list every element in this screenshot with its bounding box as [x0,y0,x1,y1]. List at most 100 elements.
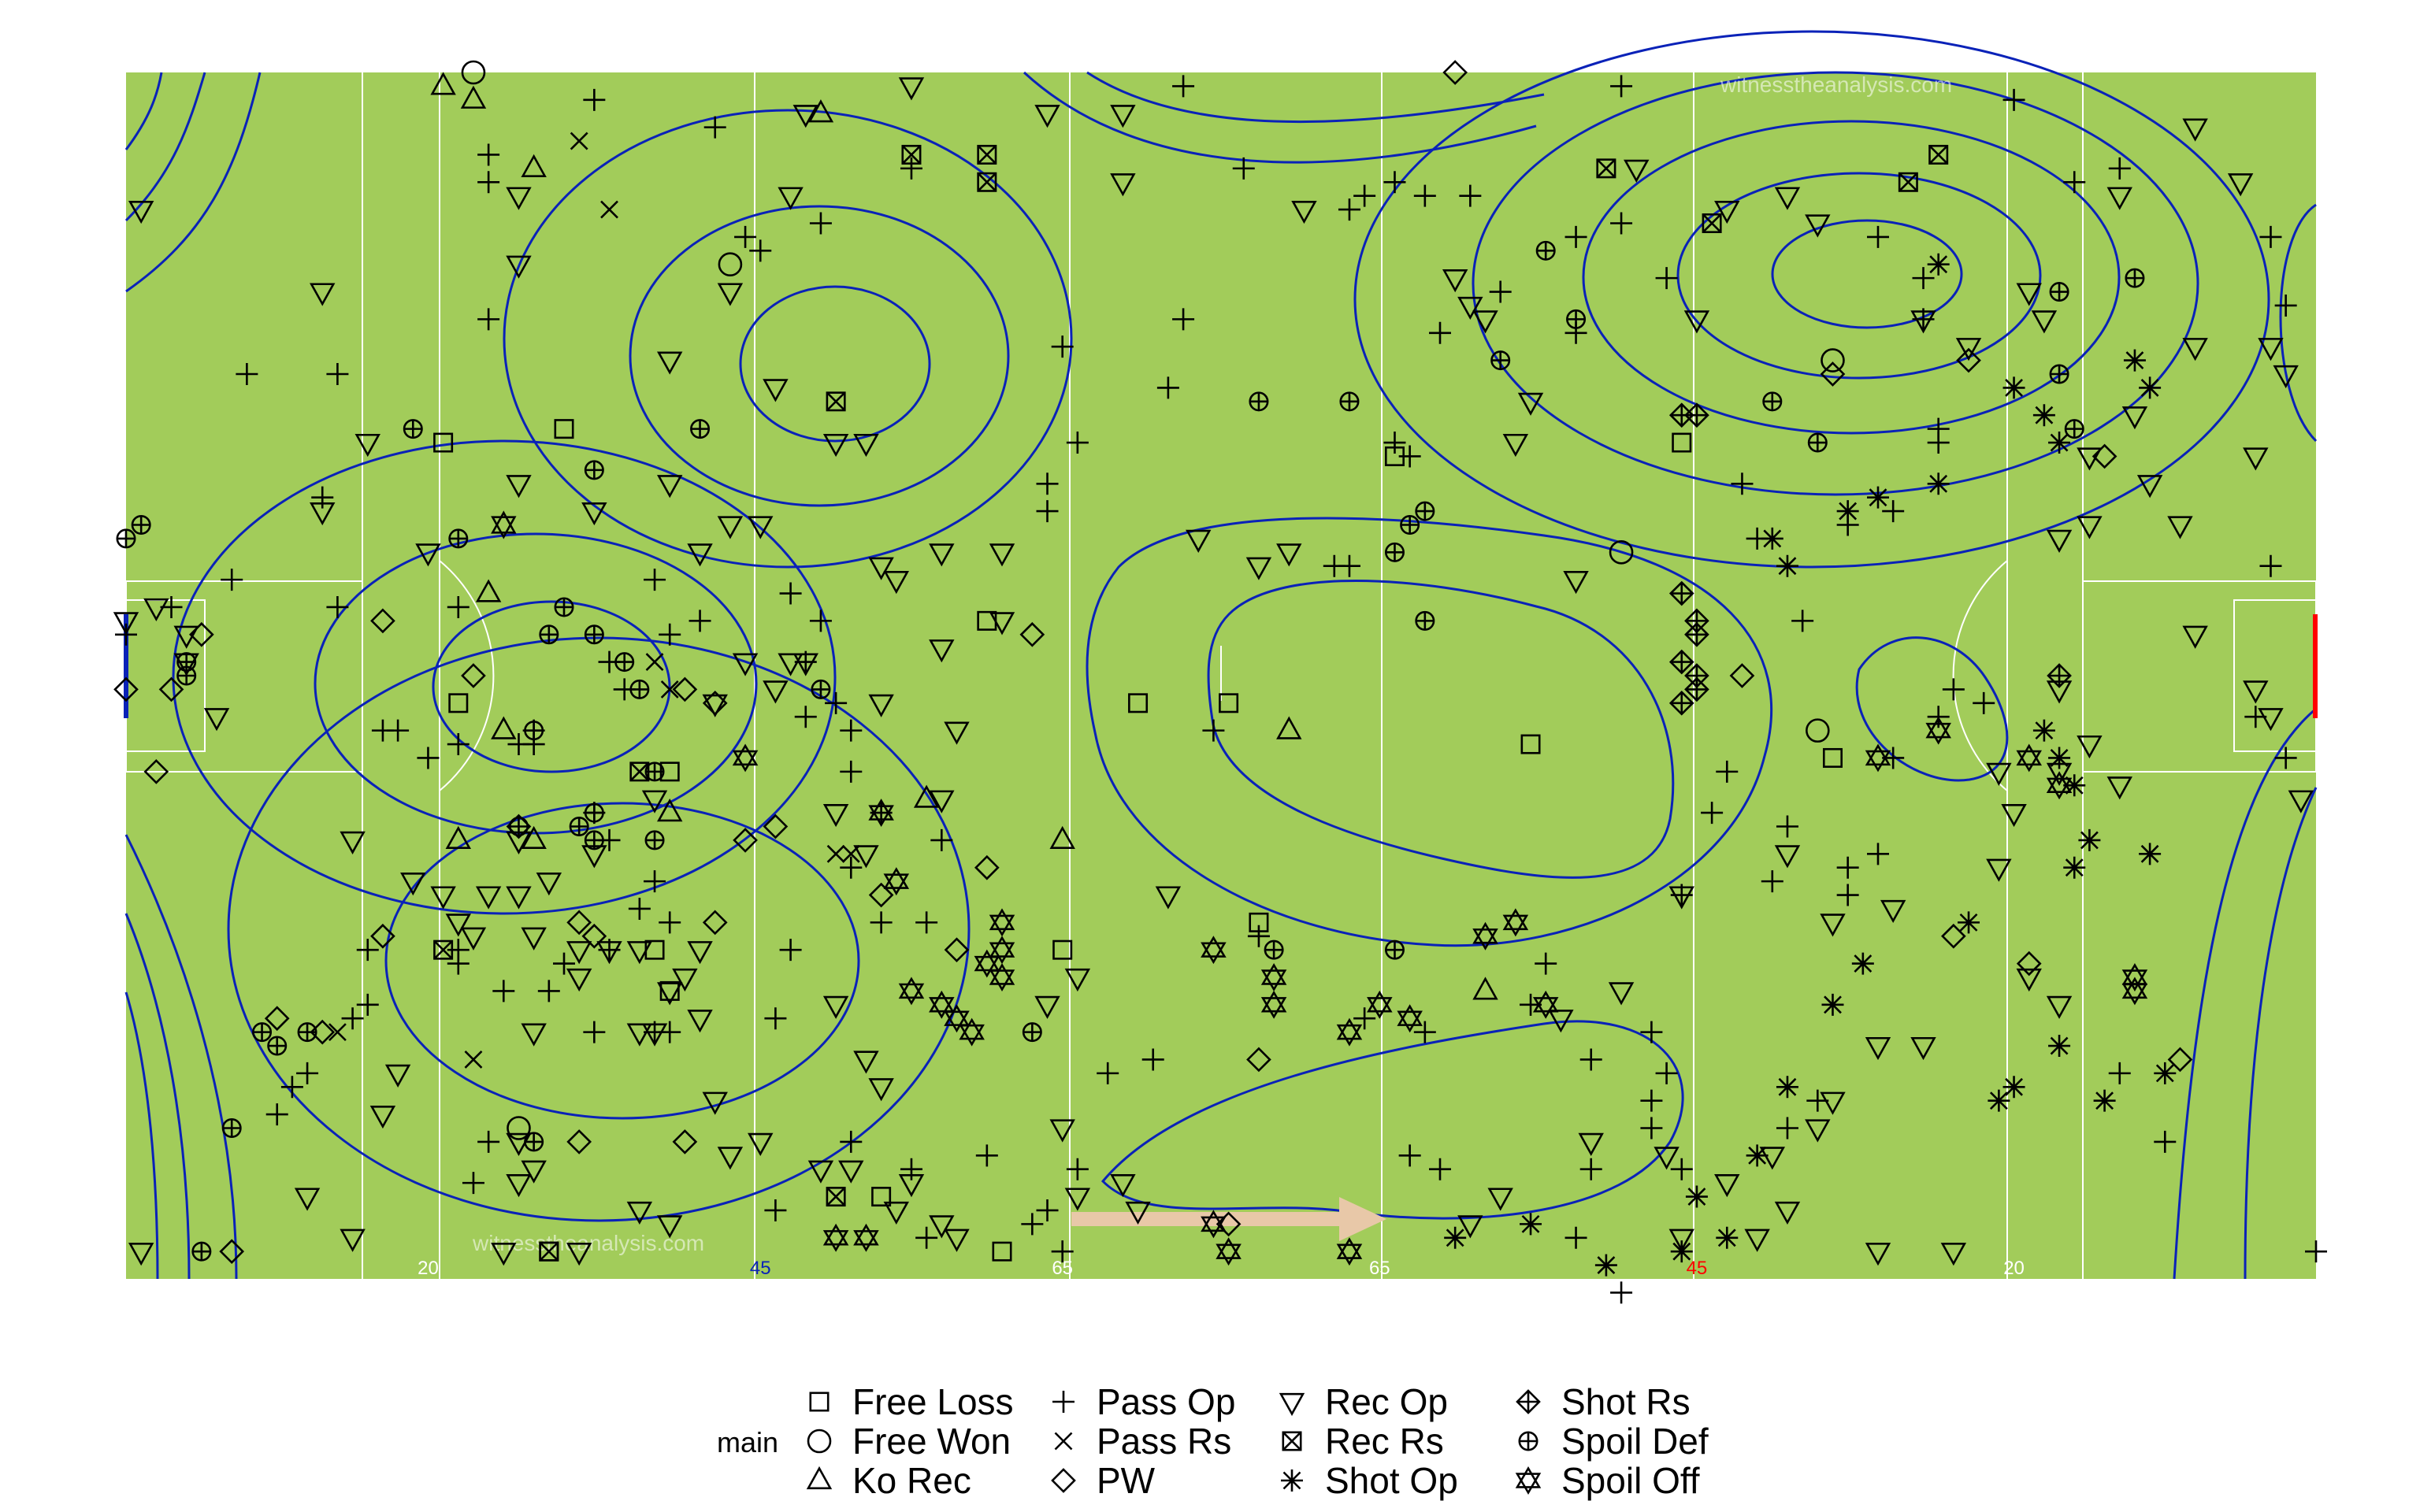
marker-ko-rec [491,510,517,534]
marker-shot-op [2048,1035,2071,1058]
marker-rec-op [2001,803,2027,828]
marker-spoil-def [267,1036,288,1056]
marker-pass-op [764,1199,787,1221]
marker-rec-op [445,914,472,937]
marker-pass-op [1564,225,1587,248]
marker-spoil-def [524,721,544,741]
marker-rec-op [566,941,592,965]
marker-pass-op [689,610,711,632]
marker-spoil-off [732,743,759,773]
marker-rec-rs [977,172,997,192]
marker-pass-op [1942,678,1965,701]
marker-pw [1820,361,1846,387]
legend-key-pass-op [1052,1391,1075,1413]
marker-rec-op [898,77,925,101]
marker-pass-op [265,1103,288,1126]
marker-shot-rs [1668,580,1694,606]
marker-spoil-off [1336,1017,1363,1047]
marker-rec-op [1714,1174,1740,1198]
marker-spoil-off [1260,990,1287,1019]
marker-pw [2167,1047,2193,1073]
marker-pass-op [1579,1048,1602,1071]
marker-spoil-off [868,799,894,828]
marker-rec-op [717,283,744,306]
marker-pass-op [1232,157,1255,180]
marker-rec-op [506,886,532,910]
marker-ko-rec [1276,716,1302,739]
marker-pass-op [2274,747,2297,769]
legend-label: Spoil Off [1561,1460,1700,1501]
marker-pass-rs [660,680,679,699]
marker-shot-op [1776,1076,1798,1099]
marker-pw [1246,1047,1271,1073]
legend-key-free-loss [809,1392,830,1412]
marker-spoil-def [1566,309,1587,329]
marker-spoil-off [1865,743,1891,773]
marker-free-won [1609,540,1634,565]
marker-pass-op [1761,870,1783,893]
marker-rec-op [732,653,759,676]
marker-spoil-def [569,817,589,837]
marker-shot-rs [2047,663,2072,688]
marker-pass-op [462,1172,484,1195]
legend-item-free-loss: Free Loss [809,1381,1014,1422]
marker-shot-op [1716,1226,1739,1249]
marker-pass-op [1398,445,1421,468]
marker-pw [1019,621,1045,647]
legend-label: Pass Op [1097,1381,1235,1422]
marker-spoil-def [539,624,559,645]
marker-rec-op [2273,365,2299,389]
marker-pass-op [2154,1130,2177,1153]
marker-spoil-def [1415,501,1435,521]
marker-spoil-def [2049,364,2069,384]
marker-rec-op [656,351,683,375]
marker-pass-op [734,225,757,248]
marker-pass-op [1202,719,1225,742]
marker-pass-op [1066,1158,1089,1180]
marker-rec-op [596,941,622,965]
marker-rec-op [792,105,818,128]
marker-pass-op [1036,1199,1059,1221]
marker-pass-op [1579,1158,1602,1180]
marker-spoil-off [1367,990,1393,1019]
marker-rec-op [1563,571,1589,595]
marker-rec-op [491,516,517,539]
marker-pass-op [2274,294,2297,317]
marker-rec-op [2077,735,2103,759]
marker-pass-op [341,1007,364,1030]
marker-shot-op [1761,527,1783,550]
marker-pw [733,828,758,853]
marker-pass-op [1912,267,1935,290]
marker-pass-op [1776,1117,1798,1140]
marker-pw [868,882,894,908]
marker-rec-rs [901,144,922,165]
marker-pw [461,663,486,688]
marker-rec-op [415,543,441,567]
marker-spoil-off [944,1004,970,1033]
marker-rec-op [2258,338,2284,361]
marker-pass-op [371,719,394,742]
legend-key-rec-rs [1282,1431,1302,1451]
marker-pw [1956,347,1981,373]
marker-pass-op [1564,1226,1587,1249]
marker-spoil-def [1384,542,1405,562]
marker-pass-op [900,157,922,180]
marker-shot-op [2063,856,2086,879]
legend-label: Rec Op [1325,1381,1448,1422]
marker-rec-op [310,283,336,306]
legend-label: Shot Rs [1561,1381,1691,1422]
marker-pass-op [2002,88,2025,111]
marker-rec-op [2106,187,2132,210]
marker-rec-op [1910,1036,1936,1061]
marker-rec-op [2016,283,2042,306]
marker-rec-op [143,598,169,622]
marker-pass-op [1867,843,1889,865]
marker-rec-op [566,1243,592,1266]
marker-free-won [507,1116,531,1140]
marker-pass-op [1610,75,1633,98]
marker-rec-op [687,543,713,567]
marker-rec-op [2121,406,2148,430]
marker-rec-op [748,1132,774,1156]
event-markers [113,60,2327,1304]
